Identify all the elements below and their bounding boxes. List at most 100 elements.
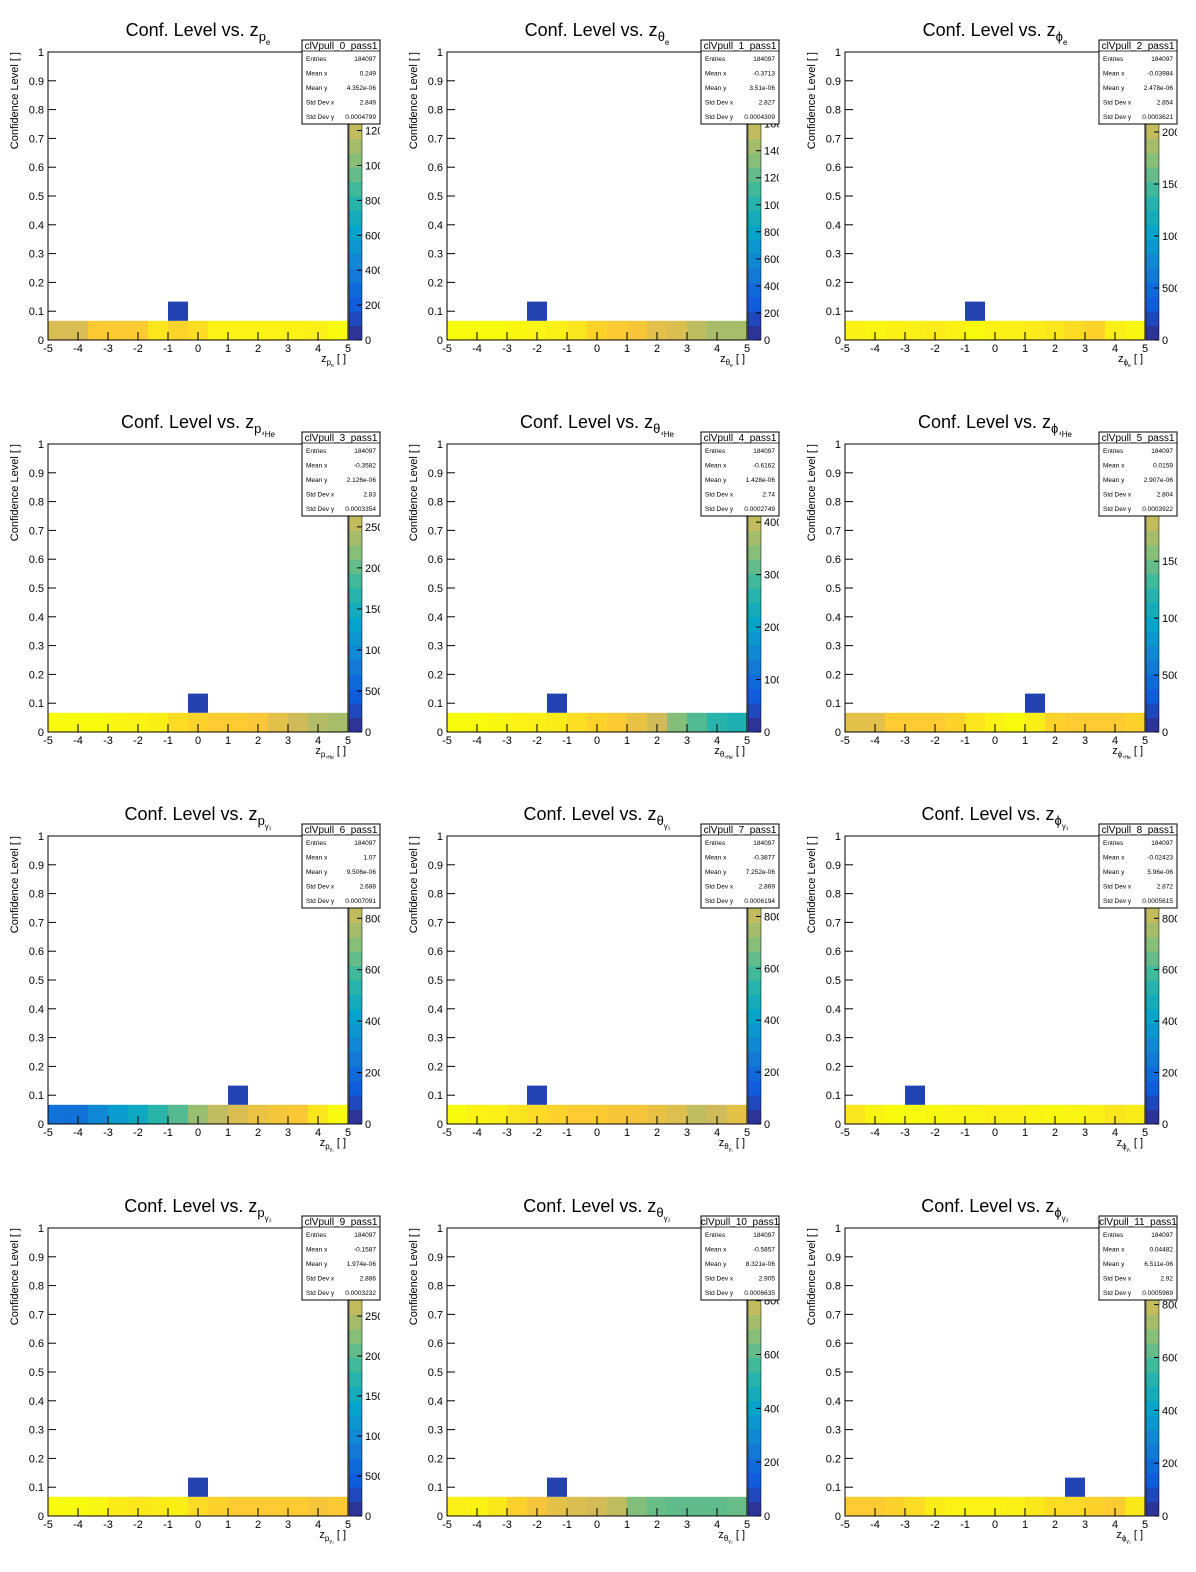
colorbar-band: [1146, 1328, 1159, 1344]
y-tick-label: 0.3: [29, 1033, 44, 1045]
colorbar-band: [748, 703, 761, 719]
y-tick-label: 0.9: [29, 468, 44, 480]
heatmap-cell: [965, 301, 986, 321]
colorbar-band: [1146, 1400, 1159, 1416]
heatmap-cell: [1124, 712, 1145, 732]
stats-label: Std Dev x: [306, 492, 335, 499]
heatmap-cell: [147, 712, 168, 732]
x-label-subsub: e: [730, 363, 733, 369]
stats-value: 184097: [354, 840, 376, 847]
colorbar-band: [349, 1095, 362, 1111]
y-tick-label: 0.8: [826, 889, 841, 901]
x-axis-label: zp⁴He[ ]: [315, 745, 346, 761]
colorbar-band: [349, 573, 362, 589]
colorbar-band: [1146, 645, 1159, 661]
y-tick-label: 0.5: [428, 191, 443, 203]
stats-value: 184097: [1151, 1232, 1173, 1239]
stats-label: Entries: [306, 56, 327, 63]
y-tick-label: 0.2: [826, 669, 841, 681]
heatmap-cell: [87, 320, 108, 340]
stats-label: Mean y: [1103, 869, 1125, 876]
y-tick-label: 0.1: [826, 698, 841, 710]
stats-label: Std Dev x: [1103, 492, 1132, 499]
colorbar-band: [349, 602, 362, 618]
stats-name: clVpull_6_pass1: [305, 825, 378, 836]
stats-label: Mean x: [705, 70, 727, 77]
heatmap-cell: [87, 1496, 108, 1516]
panel: -5 -4 -3 -2 -1 0 1 2 3 4 5 0 0.1 0.2 0.3 0.4 0.5 0.6 0.7 0.…: [806, 412, 1178, 761]
y-tick-label: 0.7: [428, 917, 443, 929]
colorbar-band: [349, 588, 362, 603]
heatmap-cell: [1124, 320, 1145, 340]
stats-value: 184097: [753, 1232, 775, 1239]
x-tick-label: -3: [103, 735, 113, 747]
colorbar-band: [349, 717, 362, 733]
x-tick-label: -3: [502, 1127, 512, 1139]
colorbar-band: [748, 1429, 761, 1445]
title-main: Conf. Level vs. z: [921, 804, 1054, 824]
colorbar-tick-label: 0: [764, 727, 770, 739]
x-label-subsub: γ₂: [728, 1539, 733, 1545]
title-main: Conf. Level vs. z: [523, 1196, 656, 1216]
heatmap-cell: [228, 712, 249, 732]
stats-value: 2.74: [762, 492, 775, 499]
colorbar-band: [748, 282, 761, 298]
x-tick-label: -5: [43, 1519, 53, 1531]
y-tick-label: 0: [38, 1119, 44, 1131]
colorbar-tick-label: 25000: [365, 1311, 396, 1323]
colorbar-band: [1146, 268, 1159, 283]
colorbar-band: [748, 124, 761, 139]
colorbar-band: [1146, 1052, 1159, 1067]
heatmap-cell: [308, 1104, 328, 1124]
x-tick-label: -3: [900, 735, 910, 747]
title-subsub: ⁴He: [1058, 430, 1072, 439]
y-tick-label: 0.6: [826, 1338, 841, 1350]
stats-value: 0.0007091: [345, 898, 376, 905]
stats-value: 0.0003354: [345, 506, 376, 513]
colorbar-band: [1146, 530, 1159, 546]
heatmap-cell: [486, 1104, 507, 1124]
y-tick-label: 0.8: [826, 1281, 841, 1293]
heatmap-cell: [248, 1496, 268, 1516]
y-tick-label: 0.3: [29, 249, 44, 261]
colorbar-band: [1146, 1008, 1159, 1024]
title-main: Conf. Level vs. z: [125, 804, 258, 824]
x-tick-label: 2: [255, 343, 261, 355]
x-tick-label: -3: [502, 343, 512, 355]
colorbar-band: [1146, 1429, 1159, 1445]
heatmap-cell: [666, 320, 687, 340]
colorbar-tick-label: 2000: [764, 308, 788, 320]
colorbar-band: [349, 994, 362, 1010]
colorbar-tick-label: 0: [764, 1119, 770, 1131]
y-tick-label: 0.5: [826, 583, 841, 595]
heatmap-cell: [527, 1104, 547, 1124]
y-tick-label: 0.1: [29, 698, 44, 710]
x-tick-label: 1: [225, 343, 231, 355]
heatmap-cell: [168, 301, 189, 321]
colorbar-tick-label: 6000: [365, 230, 389, 242]
colorbar-tick-label: 10000: [365, 645, 396, 657]
colorbar-band: [1146, 965, 1159, 981]
stats-value: 184097: [1151, 840, 1173, 847]
x-tick-label: 1: [225, 1127, 231, 1139]
stats-value: 4.352e-06: [347, 85, 377, 92]
title-subsub: γ₂: [1062, 1214, 1069, 1223]
heatmap-cell: [1105, 1104, 1125, 1124]
heatmap-cell: [288, 1496, 309, 1516]
x-axis-label: zθe[ ]: [720, 353, 745, 369]
y-tick-label: 0.2: [826, 277, 841, 289]
x-tick-label: 3: [1082, 1519, 1088, 1531]
y-tick-label: 0.4: [29, 612, 44, 624]
heatmap-cell: [1045, 1496, 1065, 1516]
heatmap-cell: [1004, 1496, 1025, 1516]
colorbar-band: [748, 544, 761, 560]
x-tick-label: 3: [684, 1519, 690, 1531]
chart-title: Conf. Level vs. zpe: [126, 20, 271, 47]
colorbar-band: [748, 951, 761, 967]
heatmap-cell: [884, 712, 905, 732]
colorbar-band: [748, 1314, 761, 1330]
heatmap-cell: [546, 712, 567, 732]
colorbar-band: [349, 138, 362, 154]
y-tick-label: 0.8: [428, 1281, 443, 1293]
colorbar-band: [349, 1458, 362, 1474]
